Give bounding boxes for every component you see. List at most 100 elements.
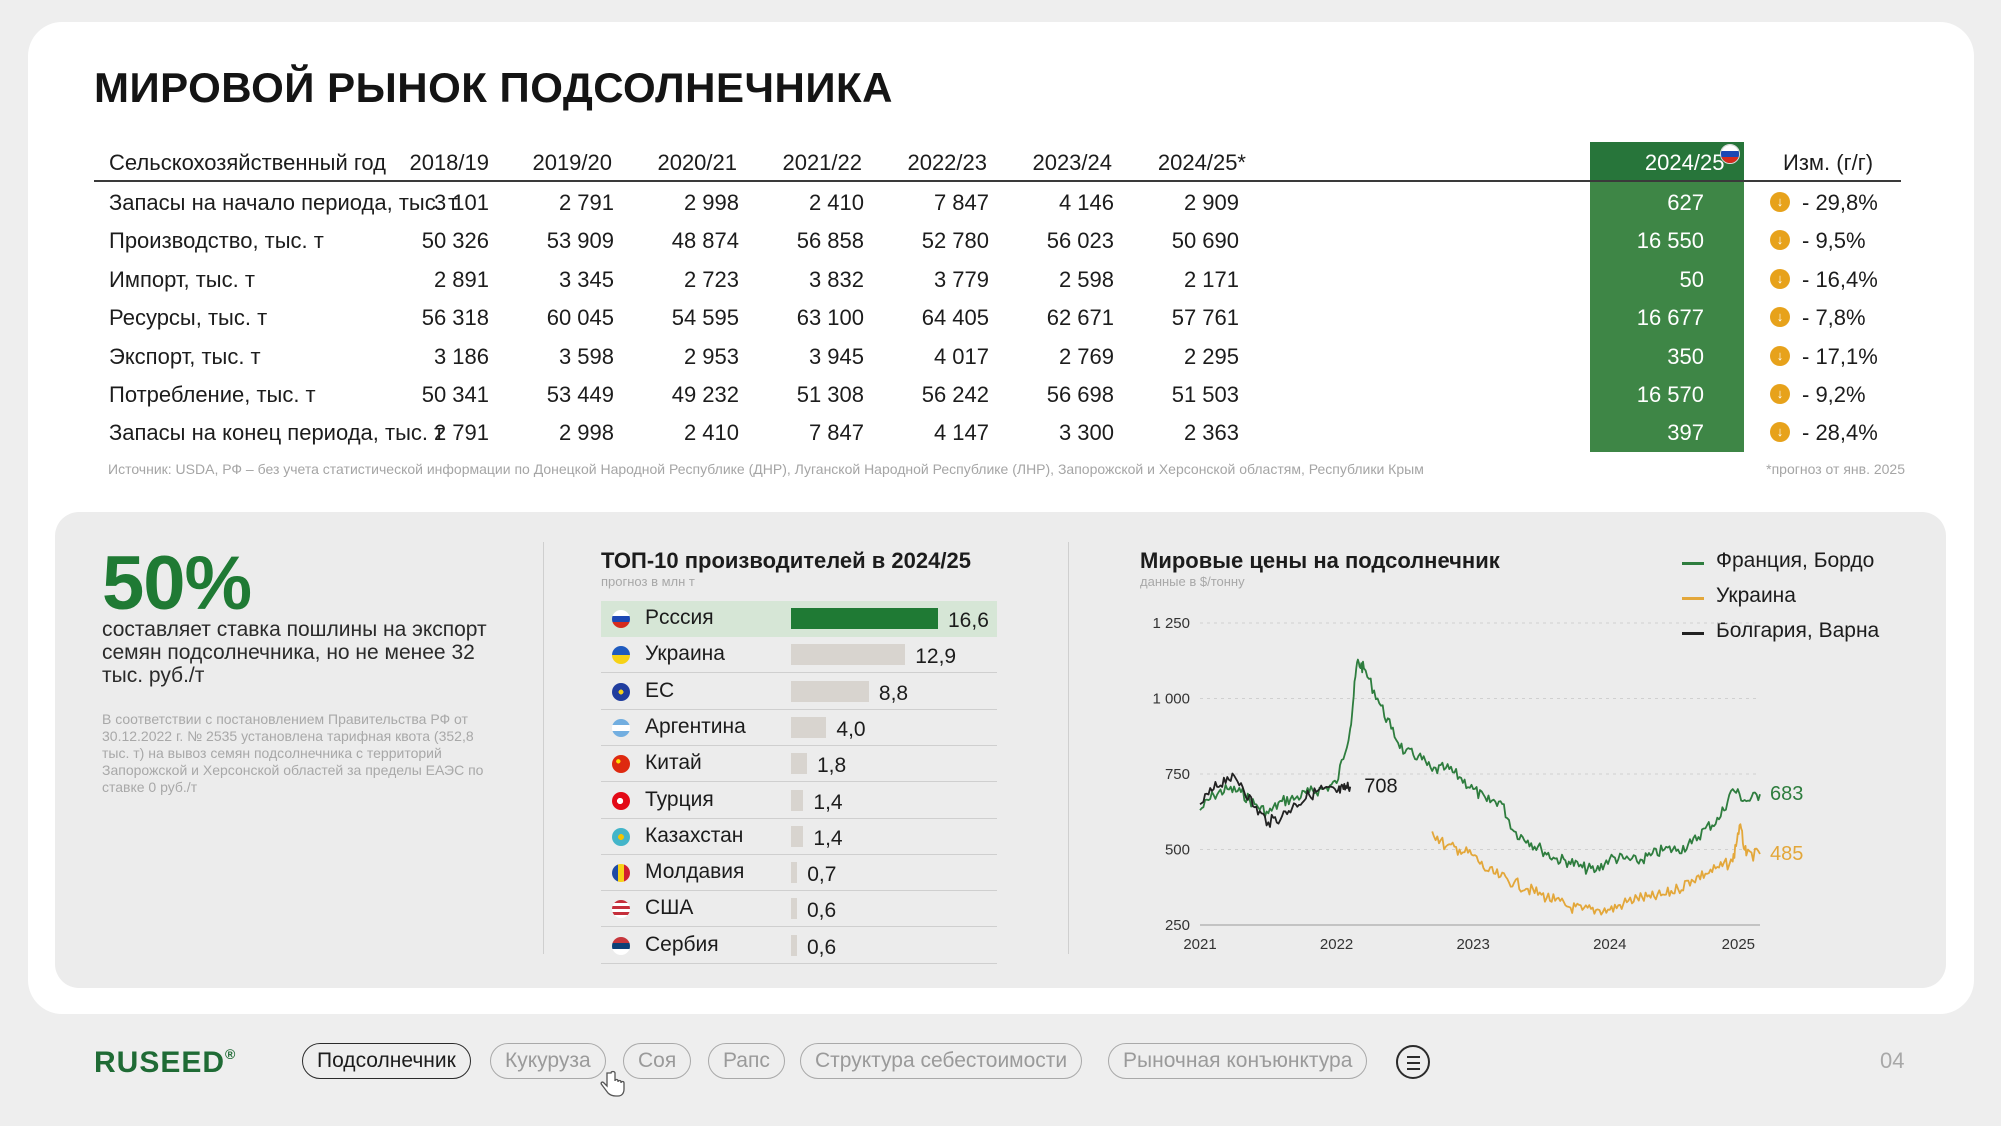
producer-value: 0,6 bbox=[807, 899, 837, 923]
legend-swatch-ukraine bbox=[1682, 597, 1704, 600]
producer-row: Аргентина 4,0 bbox=[601, 710, 997, 746]
row-label: Ресурсы, тыс. т bbox=[109, 305, 268, 331]
table-row: Экспорт, тыс. т 3 186 3 598 2 953 3 945 4 017… bbox=[94, 338, 1901, 376]
header-year: 2019/20 bbox=[532, 150, 612, 175]
table-cell: 2 769 bbox=[1058, 343, 1114, 369]
forecast-russia-value: 627 bbox=[1667, 190, 1704, 215]
table-cell: 2 998 bbox=[558, 420, 614, 446]
table-cell: 64 405 bbox=[921, 305, 989, 331]
arrow-down-icon: ↓ bbox=[1770, 192, 1790, 212]
producer-name: Турция bbox=[645, 787, 714, 811]
table-cell: 2 410 bbox=[808, 190, 864, 215]
table-cell: 2 171 bbox=[1183, 266, 1239, 292]
duty-percent: 50% bbox=[102, 541, 252, 626]
table-cell: 3 345 bbox=[558, 266, 614, 292]
russia-flag-icon bbox=[1720, 144, 1740, 164]
country-flag-icon bbox=[612, 827, 630, 846]
tab-soy[interactable]: Соя bbox=[623, 1043, 692, 1079]
forecast-russia-value: 50 bbox=[1679, 266, 1704, 292]
producer-name: Казахстан bbox=[645, 823, 744, 847]
bottom-panel bbox=[55, 512, 1946, 988]
x-tick-label: 2023 bbox=[1456, 936, 1489, 953]
producer-name: Сербия bbox=[645, 932, 719, 956]
tab-rapeseed[interactable]: Рапс bbox=[708, 1043, 785, 1079]
arrow-down-icon: ↓ bbox=[1770, 422, 1790, 443]
producer-name: Украина bbox=[645, 642, 725, 666]
table-cell: 3 101 bbox=[433, 190, 489, 215]
header-year: 2023/24 bbox=[1032, 150, 1112, 175]
table-cell: 2 598 bbox=[1058, 266, 1114, 292]
panel-divider bbox=[543, 542, 544, 954]
y-tick-label: 1 000 bbox=[1152, 691, 1190, 708]
forecast-russia-value: 350 bbox=[1667, 343, 1704, 369]
table-cell: 3 832 bbox=[808, 266, 864, 292]
x-tick-label: 2024 bbox=[1593, 936, 1626, 953]
country-flag-icon bbox=[612, 646, 630, 665]
row-label: Запасы на конец периода, тыс. т bbox=[109, 420, 445, 446]
table-cell: 57 761 bbox=[1171, 305, 1239, 331]
producer-row: Турция 1,4 bbox=[601, 783, 997, 819]
table-cell: 49 232 bbox=[671, 382, 739, 407]
forecast-russia-value: 16 570 bbox=[1636, 382, 1704, 407]
row-label: Потребление, тыс. т bbox=[109, 382, 316, 407]
x-tick-label: 2025 bbox=[1722, 936, 1755, 953]
forecast-note: *прогноз от янв. 2025 bbox=[1766, 461, 1905, 477]
producer-row: Сербия 0,6 bbox=[601, 928, 997, 964]
table-cell: 4 017 bbox=[933, 343, 989, 369]
prices-subtitle: данные в $/тонну bbox=[1140, 574, 1245, 589]
tab-cost-structure[interactable]: Структура себестоимости bbox=[800, 1043, 1083, 1079]
producer-value: 8,8 bbox=[878, 681, 909, 705]
producer-name: Рсссия bbox=[645, 606, 714, 629]
table-cell: 2 363 bbox=[1183, 420, 1239, 446]
y-tick-label: 750 bbox=[1165, 766, 1190, 783]
table-cell: 2 998 bbox=[683, 190, 739, 215]
header-year: 2022/23 bbox=[907, 150, 987, 175]
table-cell: 2 791 bbox=[558, 190, 614, 215]
source-note: Источник: USDA, РФ – без учета статистич… bbox=[108, 461, 1424, 477]
row-label: Экспорт, тыс. т bbox=[109, 343, 261, 369]
table-cell: 4 147 bbox=[933, 420, 989, 446]
tab-market-conditions[interactable]: Рыночная конъюнктура bbox=[1108, 1043, 1368, 1079]
menu-button[interactable] bbox=[1396, 1045, 1430, 1079]
table-cell: 2 953 bbox=[683, 343, 739, 369]
table-cell: 50 326 bbox=[421, 228, 489, 254]
y-tick-label: 1 250 bbox=[1152, 615, 1190, 632]
producer-row: США 0,6 bbox=[601, 891, 997, 928]
table-cell: 50 341 bbox=[421, 382, 489, 407]
table-cell: 51 503 bbox=[1171, 382, 1239, 407]
tab-corn[interactable]: Кукуруза bbox=[490, 1043, 606, 1079]
header-year: 2020/21 bbox=[657, 150, 737, 175]
forecast-russia-value: 16 550 bbox=[1636, 228, 1704, 254]
table-cell: 52 780 bbox=[921, 228, 989, 254]
producer-bar bbox=[791, 644, 906, 666]
table-cell: 2 791 bbox=[433, 420, 489, 446]
producer-row: Казахстан 1,4 bbox=[601, 819, 997, 855]
table-cell: 3 300 bbox=[1058, 420, 1114, 446]
producer-row: Украина 12,9 bbox=[601, 637, 997, 674]
table-cell: 3 598 bbox=[558, 343, 614, 369]
table-cell: 48 874 bbox=[671, 228, 739, 254]
tab-sunflower[interactable]: Подсолнечник bbox=[302, 1043, 471, 1079]
change-value: - 7,8% bbox=[1802, 305, 1866, 331]
producer-value: 0,7 bbox=[807, 863, 837, 887]
row-label: Запасы на начало периода, тыс. т bbox=[109, 190, 459, 215]
table-cell: 4 146 bbox=[1058, 190, 1114, 215]
producer-row: Китай 1,8 bbox=[601, 746, 997, 783]
producer-name: Китай bbox=[645, 751, 702, 775]
table-cell: 3 779 bbox=[933, 266, 989, 292]
row-label: Импорт, тыс. т bbox=[109, 266, 255, 292]
panel-divider bbox=[1068, 542, 1069, 954]
table-cell: 2 723 bbox=[683, 266, 739, 292]
arrow-down-icon: ↓ bbox=[1770, 345, 1790, 366]
producer-value: 1,4 bbox=[813, 826, 843, 850]
table-row: Ресурсы, тыс. т 56 318 60 045 54 595 63 100 6… bbox=[94, 299, 1901, 337]
table-cell: 7 847 bbox=[933, 190, 989, 215]
legend-swatch-france bbox=[1682, 562, 1704, 565]
price-chart: 1 250 1 000 750 500 250 2021 2022 2023 2024 2025 7… bbox=[1152, 615, 1803, 953]
table-cell: 53 909 bbox=[546, 228, 614, 254]
table-cell: 56 242 bbox=[921, 382, 989, 407]
country-flag-icon bbox=[612, 900, 630, 919]
ruseed-logo[interactable]: RUSEED® bbox=[94, 1046, 237, 1079]
page-number: 04 bbox=[1880, 1048, 1905, 1073]
legend-bulgaria: Болгария, Варна bbox=[1716, 619, 1880, 642]
